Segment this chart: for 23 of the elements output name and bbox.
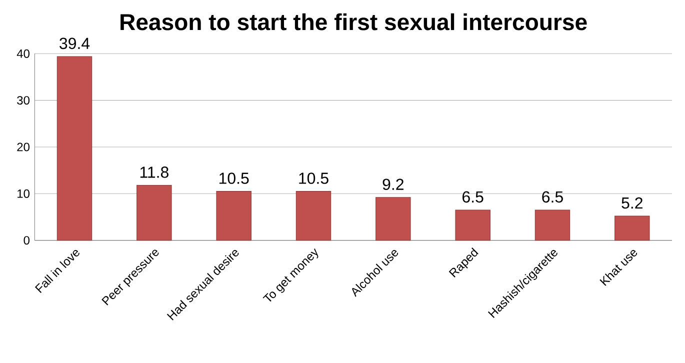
data-label: 5.2 [622, 197, 642, 209]
data-label: 39.4 [60, 38, 90, 50]
data-label: 9.2 [382, 178, 404, 190]
y-tick-label: 40 [16, 49, 30, 58]
bar [534, 210, 570, 241]
data-label: 11.8 [140, 166, 168, 178]
data-label: 10.5 [219, 172, 249, 184]
bar [216, 191, 252, 241]
bar [56, 56, 92, 241]
bar [376, 197, 411, 241]
y-tick-label: 20 [17, 142, 30, 152]
bar [614, 216, 650, 241]
data-label: 6.5 [462, 191, 484, 203]
bar [296, 191, 332, 241]
y-tick-label: 30 [17, 96, 30, 105]
data-label: 6.5 [542, 191, 563, 203]
y-tick-label: 10 [18, 189, 30, 198]
chart-title: Reason to start the first sexual intercourse [120, 13, 587, 30]
y-tick-label: 0 [24, 236, 30, 245]
data-label: 10.5 [299, 172, 328, 184]
bar [455, 210, 490, 241]
bar [136, 184, 172, 241]
x-tick-label: Fall in love [34, 250, 80, 293]
